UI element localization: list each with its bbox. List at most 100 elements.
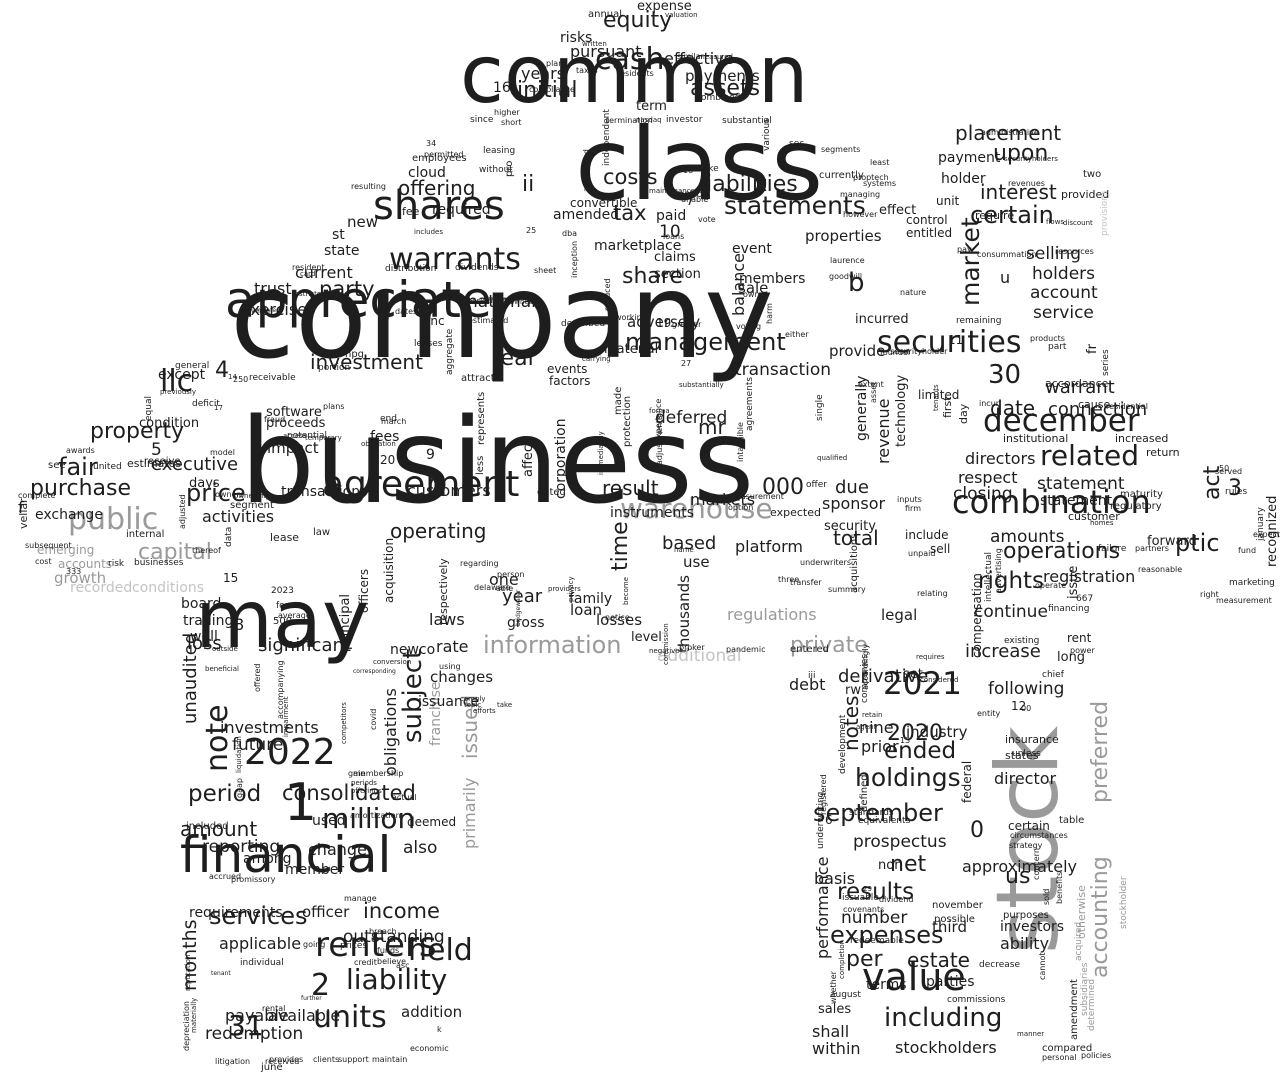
word-175: sale	[738, 279, 769, 297]
word-321: using	[439, 662, 461, 671]
word-346: periods	[351, 779, 377, 787]
word-280: standards	[849, 808, 894, 818]
word-384: lease	[270, 531, 300, 544]
word-221: well	[190, 629, 218, 645]
word-582: 27	[681, 359, 692, 368]
word-442: bridgewater	[515, 589, 522, 626]
word-101: registration	[1043, 567, 1136, 586]
word-184: national	[467, 292, 536, 312]
word-92: connection	[1048, 399, 1148, 420]
word-158: customers	[407, 481, 491, 500]
word-465: dates	[395, 307, 418, 316]
word-544: sold	[1042, 888, 1051, 905]
word-541: benefits	[1055, 871, 1064, 904]
word-572: 667	[1076, 594, 1094, 604]
word-420: right	[1200, 590, 1219, 599]
word-52: purchase	[30, 476, 131, 501]
word-486: measured	[698, 53, 733, 61]
word-487: taxes	[576, 66, 598, 75]
word-232: long	[1057, 650, 1086, 665]
word-170: transaction	[735, 360, 832, 380]
word-502: consummation	[977, 250, 1037, 259]
word-153: year	[502, 586, 543, 607]
word-567: 2	[311, 968, 331, 1003]
word-126: industry	[906, 723, 968, 741]
word-560: 2023	[271, 586, 294, 596]
word-163: 000	[762, 475, 804, 500]
word-156: use	[683, 553, 710, 571]
word-38: period	[188, 781, 262, 807]
word-27: information	[483, 631, 622, 659]
word-43: holdings	[855, 763, 961, 792]
word-68: operating	[390, 519, 487, 543]
word-164: due	[835, 477, 869, 498]
word-584: 13	[900, 736, 911, 745]
word-31: liability	[346, 963, 448, 996]
word-256: factors	[549, 374, 591, 388]
word-394: attract	[461, 373, 495, 384]
word-41: note	[200, 704, 235, 772]
word-23: preferred	[1088, 700, 1113, 803]
word-449: working	[615, 313, 647, 322]
word-51: property	[90, 419, 185, 444]
word-238: unit	[936, 194, 960, 208]
word-534: manage	[344, 894, 377, 903]
word-576: rw	[845, 683, 861, 698]
word-304: issuable	[842, 893, 879, 903]
word-464: adverse	[242, 307, 271, 315]
word-516: residential	[1106, 402, 1148, 411]
word-466: resident	[292, 263, 325, 272]
word-214: transactions	[281, 484, 368, 500]
word-496: however	[843, 210, 878, 219]
word-268: regulatory	[1110, 501, 1162, 512]
word-124: performance	[813, 856, 832, 959]
word-392: aggregate	[445, 328, 455, 375]
word-296: purposes	[1003, 910, 1049, 921]
word-3: common	[460, 28, 809, 121]
word-83: loss	[187, 633, 222, 654]
word-411: firm	[905, 504, 921, 513]
word-97: directors	[965, 449, 1036, 468]
word-239: holder	[941, 171, 986, 187]
word-284: insurance	[1005, 733, 1059, 746]
word-478: compliance	[529, 85, 575, 94]
word-355: equal	[144, 396, 154, 421]
word-513: fr	[1085, 344, 1100, 354]
word-540: circumstances	[1010, 831, 1068, 840]
word-197: effective	[664, 49, 734, 68]
word-282: federal	[960, 760, 974, 803]
word-580: 11	[948, 333, 964, 347]
word-414: advertising	[994, 548, 1003, 593]
word-504: discount	[1063, 219, 1093, 227]
word-135: used	[312, 813, 346, 829]
word-114: ability	[1000, 934, 1050, 953]
word-326: person	[497, 570, 525, 579]
word-241: require	[975, 209, 1015, 222]
word-331: maintain	[372, 1055, 408, 1064]
word-375: adjusted	[178, 494, 187, 529]
word-546: forma	[649, 407, 670, 415]
word-479: short	[501, 118, 522, 127]
word-335: credit	[354, 958, 377, 967]
word-419: january	[1256, 507, 1266, 541]
word-438: notice	[605, 613, 630, 622]
word-119: sales	[818, 1002, 852, 1017]
word-556: 5	[151, 440, 162, 460]
word-146: family	[569, 591, 613, 607]
word-366: ownership	[234, 492, 271, 500]
word-380: subsequent	[25, 541, 72, 550]
word-585: 17	[214, 404, 223, 412]
word-223: emerging	[37, 543, 95, 557]
word-550: policies	[1081, 1051, 1112, 1060]
word-48: rights	[978, 568, 1045, 594]
word-213: fees	[370, 429, 400, 445]
word-230: forward	[1147, 534, 1197, 549]
word-81: future	[232, 735, 284, 755]
word-218: recorded	[70, 580, 133, 596]
word-342: amortization	[350, 811, 401, 820]
word-522: extent	[858, 380, 884, 389]
word-451: reduced	[603, 278, 612, 311]
word-336: prices	[340, 941, 368, 951]
word-144: gross	[507, 615, 545, 631]
word-402: intangible	[736, 422, 745, 462]
